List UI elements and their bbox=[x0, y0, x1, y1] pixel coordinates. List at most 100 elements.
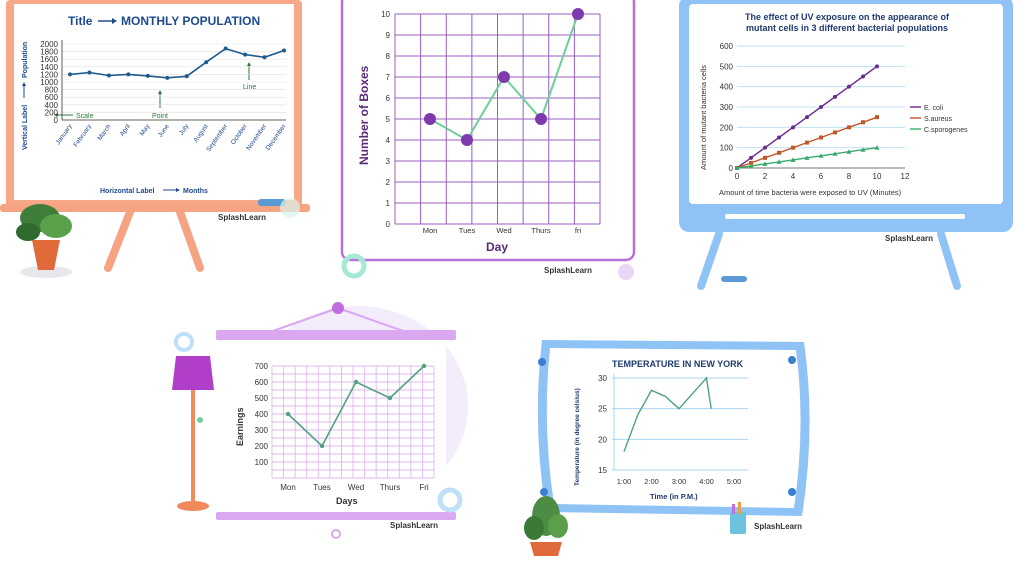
data-point bbox=[833, 130, 837, 135]
y-tick-label: 0 bbox=[729, 164, 734, 173]
data-point bbox=[165, 75, 170, 80]
data-point bbox=[791, 145, 795, 150]
panel-uv-exposure: The effect of UV exposure on the appeara… bbox=[665, 0, 1024, 292]
data-point bbox=[126, 72, 131, 77]
x-tick-label: 0 bbox=[735, 172, 740, 181]
data-point bbox=[874, 145, 880, 150]
y-tick-label: 20 bbox=[598, 435, 607, 444]
ylabel-prefix: Vertical Label bbox=[22, 105, 29, 150]
x-tick-label: 6 bbox=[819, 172, 824, 181]
easel-leg bbox=[104, 208, 134, 272]
x-tick-label: Tues bbox=[459, 226, 476, 235]
y-tick-label: 25 bbox=[598, 405, 607, 414]
panel-monthly-population: Title MONTHLY POPULATION Vertical Label … bbox=[0, 0, 310, 290]
y-tick-label: 1200 bbox=[40, 70, 58, 79]
title-label: Title bbox=[68, 14, 93, 28]
data-point bbox=[861, 74, 865, 79]
arrow-head-icon bbox=[247, 62, 251, 66]
data-point bbox=[777, 135, 781, 140]
y-tick-label: 800 bbox=[45, 86, 59, 95]
brand-logo: SplashLearn bbox=[390, 521, 438, 530]
x-axis-label: Day bbox=[486, 240, 508, 254]
hanger-pin bbox=[332, 302, 344, 314]
x-axis-label: Amount of time bacteria were exposed to … bbox=[719, 188, 902, 197]
y-tick-label: 400 bbox=[255, 410, 269, 419]
y-tick-label: 2000 bbox=[40, 40, 58, 49]
x-tick-label: 10 bbox=[873, 172, 882, 181]
arrow-head-icon bbox=[22, 82, 26, 86]
annotation-point: Point bbox=[152, 113, 168, 120]
x-axis-label: Months bbox=[183, 188, 208, 195]
y-axis-label: Earnings bbox=[235, 407, 245, 446]
decor-ring bbox=[174, 332, 194, 352]
y-tick-label: 1800 bbox=[40, 48, 58, 57]
easel-paper bbox=[14, 4, 294, 200]
data-point bbox=[804, 155, 810, 160]
easel-leg bbox=[697, 230, 723, 290]
x-axis-label: Time (in P.M.) bbox=[650, 492, 698, 501]
x-tick-label: fri bbox=[575, 226, 582, 235]
data-point bbox=[262, 55, 267, 60]
x-tick-label: 2:00 bbox=[644, 477, 659, 486]
chart-title: MONTHLY POPULATION bbox=[121, 14, 260, 28]
plant-pot bbox=[530, 542, 562, 556]
data-point bbox=[572, 8, 584, 20]
board-top-bar bbox=[216, 330, 456, 340]
hanger-string bbox=[269, 307, 339, 333]
temperature-svg: TEMPERATURE IN NEW YORK Temperature (in … bbox=[524, 340, 810, 556]
data-point bbox=[734, 165, 740, 170]
y-tick-label: 1 bbox=[386, 199, 391, 208]
number-of-boxes-svg: Day Number of Boxes 0 1 2 3 4 5 6 7 8 9 10 Mon Tues W… bbox=[340, 0, 636, 280]
data-point bbox=[68, 72, 72, 77]
series-line bbox=[69, 47, 285, 79]
easel-leg bbox=[937, 230, 961, 290]
y-tick-label: 100 bbox=[720, 144, 734, 153]
data-point bbox=[748, 163, 754, 168]
data-point bbox=[106, 73, 111, 78]
easel-ledge bbox=[0, 204, 310, 212]
decor-ring bbox=[280, 198, 300, 218]
brand-logo: SplashLearn bbox=[885, 234, 933, 243]
y-axis-label: Temperature (in degree celsius) bbox=[574, 388, 581, 486]
data-point bbox=[875, 64, 879, 69]
data-point bbox=[776, 159, 782, 164]
plant-leaves bbox=[16, 223, 40, 241]
y-tick-label: 4 bbox=[386, 136, 391, 145]
data-point bbox=[145, 73, 150, 78]
y-tick-label: 0 bbox=[386, 220, 391, 229]
data-point bbox=[204, 60, 209, 65]
x-tick-label: 4:00 bbox=[699, 477, 714, 486]
uv-exposure-svg: The effect of UV exposure on the appeara… bbox=[679, 0, 1013, 290]
y-tick-label: 500 bbox=[255, 394, 269, 403]
x-tick-label: 4 bbox=[791, 172, 796, 181]
decor-ring bbox=[341, 253, 367, 279]
brand-logo: SplashLearn bbox=[218, 213, 266, 222]
data-point bbox=[847, 125, 851, 130]
plant-pot bbox=[32, 240, 60, 270]
pencil-cup-icon bbox=[730, 512, 746, 534]
x-tick-label: Fri bbox=[419, 483, 429, 492]
data-point bbox=[763, 155, 767, 160]
y-tick-label: 1400 bbox=[40, 63, 58, 72]
data-point bbox=[847, 84, 851, 89]
x-tick-label: 12 bbox=[901, 172, 910, 181]
easel-ledge bbox=[725, 214, 965, 219]
y-tick-label: 300 bbox=[255, 426, 269, 435]
lamp-base bbox=[177, 501, 209, 511]
data-point bbox=[223, 46, 228, 51]
data-point bbox=[777, 150, 781, 155]
brand-logo: SplashLearn bbox=[754, 522, 802, 531]
data-point bbox=[387, 395, 393, 401]
decor-ring bbox=[437, 487, 463, 513]
board-paper bbox=[546, 348, 801, 508]
x-tick-label: Mon bbox=[280, 483, 296, 492]
y-tick-label: 500 bbox=[720, 62, 734, 71]
annotation-scale: Scale bbox=[76, 113, 94, 120]
y-tick-label: 1000 bbox=[40, 78, 58, 87]
data-point bbox=[285, 411, 291, 417]
y-tick-label: 6 bbox=[386, 94, 391, 103]
arrow-head-icon bbox=[176, 188, 180, 192]
y-axis-label: Number of Boxes bbox=[357, 65, 371, 165]
hanger-string bbox=[337, 307, 407, 333]
arrow-head-icon bbox=[112, 18, 117, 24]
